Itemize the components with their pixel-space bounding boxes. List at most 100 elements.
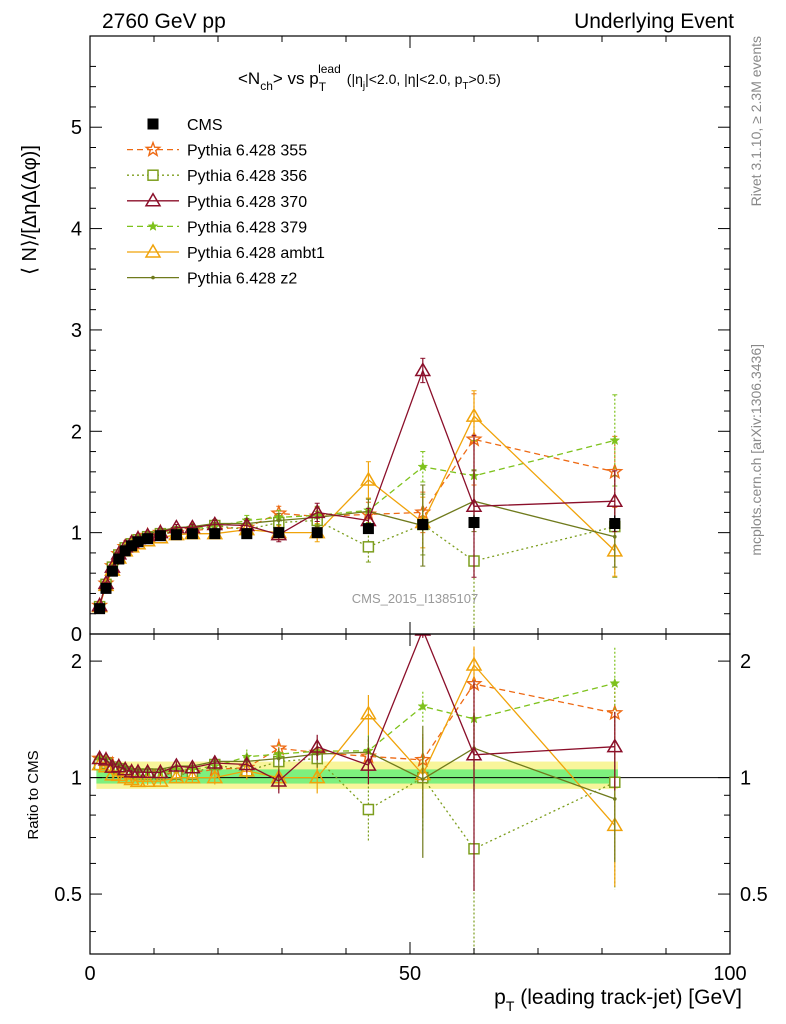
analysis-watermark: CMS_2015_I1385107 [352,591,479,606]
ratio-panel-frame [89,633,731,955]
data-point-cms [273,527,285,539]
y-axis-label: ⟨ N⟩/[ΔηΔ(Δφ)] [19,145,41,275]
x-tick-label: 50 [399,963,421,985]
ratio-point-p370 [184,759,201,774]
ratio-point-ambt1 [129,772,147,788]
ratio-point-ambt1 [206,769,224,784]
data-point-cms [186,528,198,540]
ratio-panel-series [90,634,624,954]
y-tick-label: 4 [71,219,82,241]
data-point-cms [132,536,144,548]
data-point-p379 [417,461,429,472]
data-point-ambt1 [360,471,377,486]
ratio-point-ambt1 [139,772,156,787]
legend-item-p379: Pythia 6.428 379 [127,219,307,236]
x-axis-label: pT (leading track-jet) [GeV] [494,986,742,1014]
ratio-band-inner [96,769,618,784]
ratio-point-p370 [606,738,624,753]
legend-label: Pythia 6.428 z2 [187,271,297,288]
ratio-point-ambt1 [184,769,201,784]
rivet-version-label: Rivet 3.1.10, ≥ 2.3M events [748,36,764,206]
ratio-point-ambt1 [465,656,483,671]
data-point-p370 [606,492,624,507]
legend-label: Pythia 6.428 356 [187,168,307,185]
ratio-point-p370 [97,751,115,766]
legend-marker [151,275,155,280]
ratio-point-ambt1 [360,705,377,720]
y-tick-label: 0 [71,624,82,646]
legend-marker [144,243,162,258]
legend-marker [147,118,159,130]
legend-label: Pythia 6.428 379 [187,219,307,236]
y-tick-label: 1 [71,523,82,545]
main-panel-frame [89,35,731,635]
ratio-point-p370 [129,763,147,778]
ratio-point-p370 [152,763,169,779]
data-point-p379 [609,434,621,446]
data-point-ambt1 [465,407,483,422]
y-tick-label: 5 [71,117,82,139]
series-p379-main [94,394,621,611]
ratio-point-p370 [465,746,483,761]
axis-ticks: 0 50 100 0 1 2 3 4 5 0.5 0.5 1 1 2 2 [54,36,768,985]
y-tick-label: 2 [71,421,82,443]
series-line-p370 [98,368,615,606]
ratio-point-ambt1 [308,769,326,784]
legend-item-p355: Pythia 6.428 355 [127,140,307,160]
legend-label: CMS [187,117,223,134]
legend-item-z2: Pythia 6.428 z2 [127,271,297,288]
ratio-point-p370 [414,634,432,636]
legend-marker [144,140,162,157]
series-p379-ratio [94,647,621,778]
series-ambt1-main [91,390,624,613]
ratio-point-p370 [360,756,377,771]
data-point-p370 [308,503,326,519]
ratio-tick-label-left: 0.5 [54,884,82,906]
series-line-z2 [98,500,615,606]
ratio-point-z2 [421,777,425,781]
data-point-z2 [277,518,281,523]
main-panel-series [90,357,624,634]
legend-marker [147,169,159,181]
ratio-point-p379 [417,700,429,711]
legend-label: Pythia 6.428 355 [187,143,307,160]
ratio-point-p370 [238,756,256,771]
ratio-point-ambt1 [152,772,169,787]
ratio-point-p370 [110,758,128,773]
data-point-cms [113,553,125,565]
data-point-p370 [414,361,432,377]
ratio-point-p379 [609,677,621,688]
ratio-point-z2 [277,756,281,761]
ratio-point-p370 [308,738,326,753]
data-point-cms [126,540,138,552]
data-point-cms [417,519,429,531]
legend-item-ambt1: Pythia 6.428 ambt1 [127,243,325,262]
ratio-tick-label-right: 0.5 [740,884,768,906]
data-point-cms [609,518,621,530]
ratio-tick-label-right: 2 [740,651,751,673]
header-analysis-label: Underlying Event [574,10,734,33]
ratio-uncertainty-band [90,761,730,789]
ratio-tick-label-left: 2 [71,651,82,673]
data-point-cms [142,533,154,545]
header-energy-label: 2760 GeV pp [102,10,226,33]
ratio-point-p370 [139,763,156,779]
ratio-point-p370 [168,757,185,772]
ratio-point-p370 [206,754,224,769]
data-point-cms [468,517,480,529]
ratio-point-p370 [270,772,288,787]
data-point-p356 [362,541,375,553]
legend-marker [147,220,159,231]
ratio-point-ambt1 [168,769,185,784]
mcplots-source-label: mcplots.cern.ch [arXiv:1306.3436] [748,344,764,556]
legend: CMS Pythia 6.428 355 Pythia 6.428 356 Pythi… [127,117,325,288]
series-p370-ratio [91,634,624,892]
series-p370-main [91,357,624,612]
series-p355-main [90,393,624,613]
data-point-cms [106,565,118,577]
ratio-tick-label-right: 1 [740,768,751,790]
data-point-cms [119,545,131,557]
ratio-line-ambt1 [99,663,616,826]
series-p356-main [93,469,621,634]
y-tick-label: 3 [71,320,82,342]
